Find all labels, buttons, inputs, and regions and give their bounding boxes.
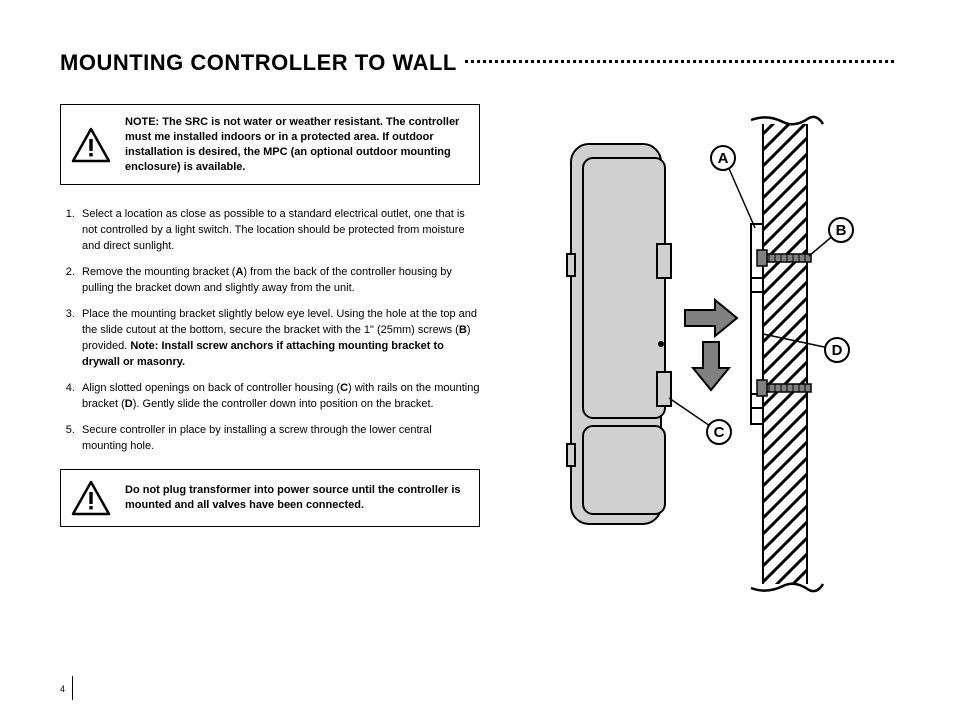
warning-box-2: Do not plug transformer into power sourc… — [60, 469, 480, 527]
step-3: Place the mounting bracket slightly belo… — [78, 307, 480, 371]
instruction-list: Select a location as close as possible t… — [60, 207, 480, 454]
arrow-right — [685, 300, 737, 336]
label-a: A — [718, 150, 729, 167]
warning-icon — [71, 480, 111, 516]
mounting-diagram: A B D C — [537, 104, 877, 604]
page-rule — [72, 676, 73, 700]
step-5: Secure controller in place by installing… — [78, 423, 480, 455]
label-d: D — [832, 342, 843, 359]
controller-body — [567, 144, 671, 524]
arrow-down — [693, 342, 729, 390]
label-c: C — [714, 424, 725, 441]
label-b: B — [836, 222, 847, 239]
warning-box-1: NOTE: The SRC is not water or weather re… — [60, 104, 480, 185]
step-1: Select a location as close as possible t… — [78, 207, 480, 255]
warning-icon — [71, 127, 111, 163]
step-2: Remove the mounting bracket (A) from the… — [78, 265, 480, 297]
warning-text-2: Do not plug transformer into power sourc… — [125, 483, 465, 513]
warning-text-1: NOTE: The SRC is not water or weather re… — [125, 115, 465, 174]
step-4: Align slotted openings on back of contro… — [78, 381, 480, 413]
heading-leader — [465, 60, 894, 63]
left-column: NOTE: The SRC is not water or weather re… — [60, 104, 480, 604]
page-title: MOUNTING CONTROLLER TO WALL — [60, 50, 457, 76]
page-number: 4 — [60, 684, 65, 694]
diagram-column: A B D C — [520, 104, 894, 604]
